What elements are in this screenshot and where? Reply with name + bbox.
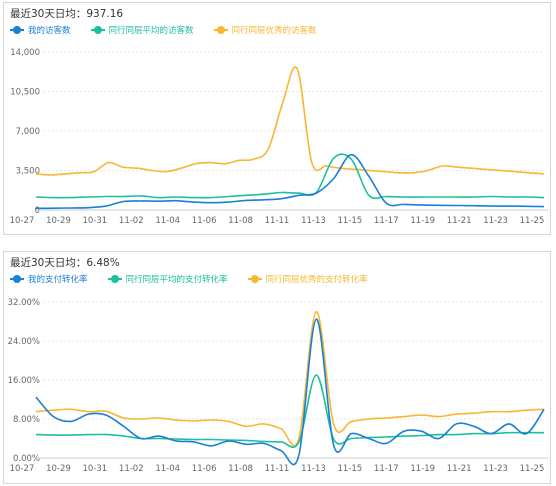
x-tick-label: 11-02	[119, 464, 144, 474]
x-tick-label: 11-19	[410, 216, 435, 226]
x-tick-label: 10-27	[10, 216, 35, 226]
visitors-legend: 我的访客数 同行同层平均的访客数 同行同层优秀的访客数	[10, 24, 337, 36]
legend-label: 同行同层优秀的支付转化率	[265, 275, 368, 285]
x-tick-label: 11-11	[265, 216, 290, 226]
x-tick-label: 11-21	[447, 464, 472, 474]
conversion-plot: 0.00% 8.00% 16.00% 24.00% 32.00% 10-27 10-29 10…	[8, 298, 548, 474]
visitors-daily-average: 最近30天日均：937.16	[10, 8, 124, 20]
legend-marker-avg	[90, 26, 105, 34]
conversion-legend: 我的支付转化率 同行同层平均的支付转化率 同行同层优秀的支付转化率	[10, 273, 388, 285]
x-tick-label: 11-21	[447, 216, 472, 226]
conversion-daily-average: 最近30天日均：6.48%	[10, 257, 120, 269]
legend-item-my-conversion[interactable]: 我的支付转化率	[10, 273, 88, 285]
legend-label: 我的访客数	[28, 26, 71, 36]
x-tick-label: 11-23	[483, 216, 508, 226]
legend-marker-mine	[10, 26, 24, 34]
x-tick-label: 11-06	[192, 464, 217, 474]
y-tick-label: 10,500	[10, 88, 40, 98]
series-line-avg[interactable]	[35, 153, 545, 200]
legend-item-my-visitors[interactable]: 我的访客数	[10, 24, 71, 36]
legend-marker-mine	[10, 275, 24, 283]
x-tick-label: 11-15	[338, 464, 363, 474]
x-tick-label: 11-11	[265, 464, 290, 474]
y-tick-label: 3,500	[16, 167, 40, 177]
legend-item-peer-average-visitors[interactable]: 同行同层平均的访客数	[90, 24, 194, 36]
legend-item-peer-excellent-conversion[interactable]: 同行同层优秀的支付转化率	[247, 273, 368, 285]
series-line-mine[interactable]	[35, 153, 545, 210]
series-line-avg[interactable]	[35, 374, 544, 448]
visitors-chart-panel: 最近30天日均：937.16 我的访客数 同行同层平均的访客数 同行同层优秀的访…	[3, 2, 551, 235]
x-tick-label: 10-31	[83, 216, 108, 226]
legend-label: 同行同层平均的支付转化率	[125, 275, 228, 285]
x-tick-label: 10-29	[46, 216, 71, 226]
legend-label: 同行同层优秀的访客数	[231, 26, 317, 36]
x-tick-label: 11-13	[301, 464, 326, 474]
series-line-excellent[interactable]	[35, 66, 545, 176]
x-tick-label: 11-08	[228, 464, 253, 474]
y-tick-label: 16.00%	[8, 376, 40, 386]
x-tick-label: 11-08	[228, 216, 253, 226]
legend-marker-excellent	[213, 26, 228, 34]
x-tick-label: 11-13	[301, 216, 326, 226]
x-tick-label: 11-23	[483, 464, 508, 474]
x-tick-label: 11-02	[119, 216, 144, 226]
x-tick-label: 10-29	[46, 464, 71, 474]
y-tick-label: 7,000	[16, 127, 40, 137]
y-tick-label: 24.00%	[8, 337, 40, 347]
x-tick-label: 11-25	[520, 216, 545, 226]
x-tick-label: 11-04	[155, 216, 180, 226]
legend-label: 我的支付转化率	[28, 275, 88, 285]
y-tick-label: 0	[35, 206, 40, 216]
x-tick-label: 11-04	[155, 464, 180, 474]
y-tick-label: 0.00%	[13, 454, 40, 464]
x-tick-label: 11-06	[192, 216, 217, 226]
x-tick-label: 10-27	[10, 464, 35, 474]
series-line-mine[interactable]	[35, 318, 545, 466]
legend-marker-excellent	[247, 275, 262, 283]
conversion-chart-panel: 最近30天日均：6.48% 我的支付转化率 同行同层平均的支付转化率 同行同层优…	[3, 251, 551, 484]
y-tick-label: 32.00%	[8, 298, 40, 308]
legend-item-peer-excellent-visitors[interactable]: 同行同层优秀的访客数	[213, 24, 317, 36]
x-tick-label: 10-31	[83, 464, 108, 474]
y-tick-label: 14,000	[10, 48, 40, 58]
x-tick-label: 11-17	[374, 216, 399, 226]
legend-item-peer-average-conversion[interactable]: 同行同层平均的支付转化率	[107, 273, 228, 285]
x-tick-label: 11-15	[338, 216, 363, 226]
y-tick-label: 8.00%	[13, 415, 40, 425]
x-tick-label: 11-19	[410, 464, 435, 474]
x-tick-label: 11-17	[374, 464, 399, 474]
visitors-plot: 0 3,500 7,000 10,500 14,000 10-27 10-29 10-31 11…	[10, 48, 548, 226]
series-line-excellent[interactable]	[35, 310, 545, 447]
x-tick-label: 11-25	[520, 464, 545, 474]
legend-label: 同行同层平均的访客数	[108, 26, 194, 36]
legend-marker-avg	[107, 275, 122, 283]
